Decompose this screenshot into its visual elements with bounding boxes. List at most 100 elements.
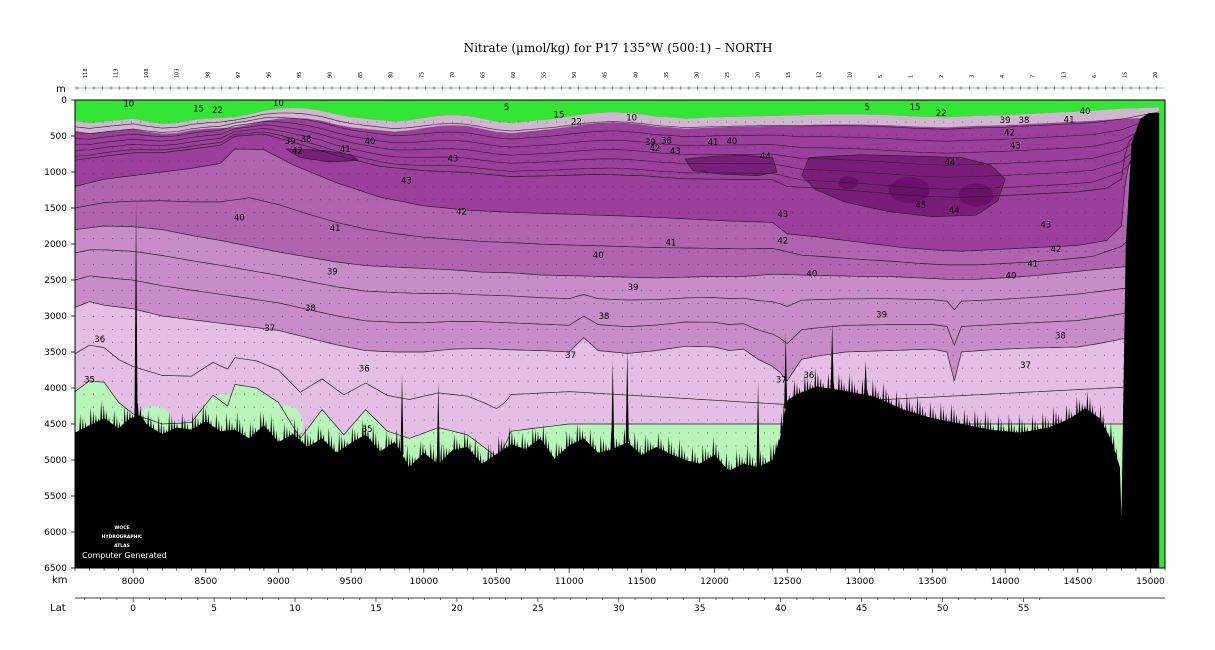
station-label: 97 (236, 72, 242, 78)
contour-label: 39 (876, 311, 887, 321)
station-label: 55 (542, 72, 548, 78)
max-core-1 (888, 177, 930, 203)
contour-label: 36 (804, 371, 815, 381)
contour-label: 37 (1020, 361, 1031, 371)
contour-label: 44 (944, 158, 955, 168)
depth-tick-label: 1500 (44, 204, 67, 214)
distance-tick-label: 11000 (555, 577, 584, 587)
contour-label: 42 (292, 146, 303, 156)
distance-tick-label: 12500 (773, 577, 802, 587)
surface-green-layer (75, 100, 1165, 124)
contour-label: 38 (661, 136, 672, 146)
contour-label: 41 (708, 138, 719, 148)
contour-label: 37 (565, 351, 576, 361)
contour-label: 45 (915, 201, 926, 211)
seamount-spike-6 (830, 323, 834, 389)
contour-upper-2 (75, 114, 1165, 142)
contour-label: 37 (264, 324, 275, 334)
seamount-spike-1 (400, 373, 404, 455)
computer-generated-credit: Computer Generated (82, 551, 167, 560)
depth-unit-label: m (56, 84, 66, 95)
station-label: 2 (939, 75, 945, 78)
depth-tick-label: 2500 (44, 276, 67, 286)
station-label: 40 (633, 72, 639, 78)
station-label: 70 (450, 72, 456, 78)
contour-label: 40 (1006, 272, 1017, 282)
distance-tick-label: 15000 (1136, 577, 1165, 587)
depth-tick-label: 2000 (44, 240, 67, 250)
contour-label: 41 (340, 145, 351, 155)
contour-label: 40 (806, 270, 817, 280)
distance-tick-label: 14500 (1063, 577, 1092, 587)
right-green-strip (1159, 100, 1165, 568)
seafloor-bathymetry (75, 100, 1165, 568)
surface-transition (75, 107, 1165, 134)
contour-label: 38 (1055, 331, 1066, 341)
contour-lines (75, 110, 1165, 458)
contour-label: 39 (327, 267, 338, 277)
contour-37 (75, 301, 1165, 382)
seafloor-roughness (75, 367, 1118, 474)
contour-label: 22 (212, 106, 223, 116)
depth-tick-label: 5000 (44, 456, 67, 466)
contour-label: 39 (645, 138, 656, 148)
surface-layer (75, 100, 1165, 134)
station-label: 15 (1122, 72, 1128, 78)
core-44-0 (685, 155, 777, 176)
station-label: 95 (297, 72, 303, 78)
contour-label: 43 (447, 154, 458, 164)
contour-label: 15 (554, 110, 565, 120)
seamount-spike-3 (611, 359, 615, 450)
watermark-line-2: HYDROGRAPHIC (102, 534, 143, 540)
distance-tick-label: 8500 (194, 577, 217, 587)
contour-label: 15 (193, 105, 204, 115)
contour-label: 43 (1040, 221, 1051, 231)
station-markers: 118 113 108 103 98 97 96 95 90 85 80 75 70 65 60 55 50 45… (75, 68, 1165, 90)
chart-title: Nitrate (µmol/kg) for P17 135°W (500:1) … (464, 41, 773, 55)
station-label: 20 (756, 72, 762, 78)
latitude-tick-label: 15 (370, 604, 381, 614)
contour-label: 43 (401, 177, 412, 187)
contour-label: 40 (593, 251, 604, 261)
station-label: 108 (144, 68, 150, 78)
seamount-spike-0 (134, 202, 138, 417)
depth-tick-label: 5500 (44, 492, 67, 502)
contour-label: 42 (777, 236, 788, 246)
contour-upper-3 (75, 117, 1165, 154)
station-label: 3 (970, 75, 976, 78)
station-label: 1 (908, 75, 914, 78)
band-42-44 (75, 100, 1165, 252)
contour-label: 22 (571, 118, 582, 128)
contour-label: 39 (285, 137, 296, 147)
latitude-tick-label: 20 (451, 604, 463, 614)
contour-upper-1 (75, 110, 1165, 132)
seafloor-fill (75, 113, 1165, 568)
latitude-tick-label: 45 (856, 604, 867, 614)
station-label: 5 (878, 75, 884, 78)
plot-frame (74, 99, 1166, 569)
station-label: 13 (1061, 72, 1067, 78)
contour-38 (75, 275, 1165, 347)
distance-unit-label: km (52, 575, 68, 586)
contour-43 (75, 130, 1165, 198)
latitude-tick-label: 30 (613, 604, 625, 614)
depth-tick-label: 500 (50, 132, 67, 142)
contour-label: 40 (726, 137, 737, 147)
distance-tick-label: 12000 (700, 577, 729, 587)
contour-label: 42 (1004, 128, 1015, 138)
distance-tick-label: 9500 (340, 577, 363, 587)
contour-label: 10 (626, 113, 637, 123)
station-label: 103 (175, 68, 181, 78)
station-label: 90 (328, 72, 334, 78)
contour-label: 43 (777, 210, 788, 220)
watermark-line-3: ATLAS (114, 543, 130, 549)
contour-label: 38 (599, 312, 610, 322)
contour-upper-4 (75, 121, 1165, 166)
contour-label: 40 (234, 213, 245, 223)
contour-upper-5 (75, 124, 1165, 178)
contour-label: 5 (504, 103, 509, 113)
station-label: 75 (419, 72, 425, 78)
contour-36 (75, 344, 1165, 409)
station-label: 15 (786, 72, 792, 78)
